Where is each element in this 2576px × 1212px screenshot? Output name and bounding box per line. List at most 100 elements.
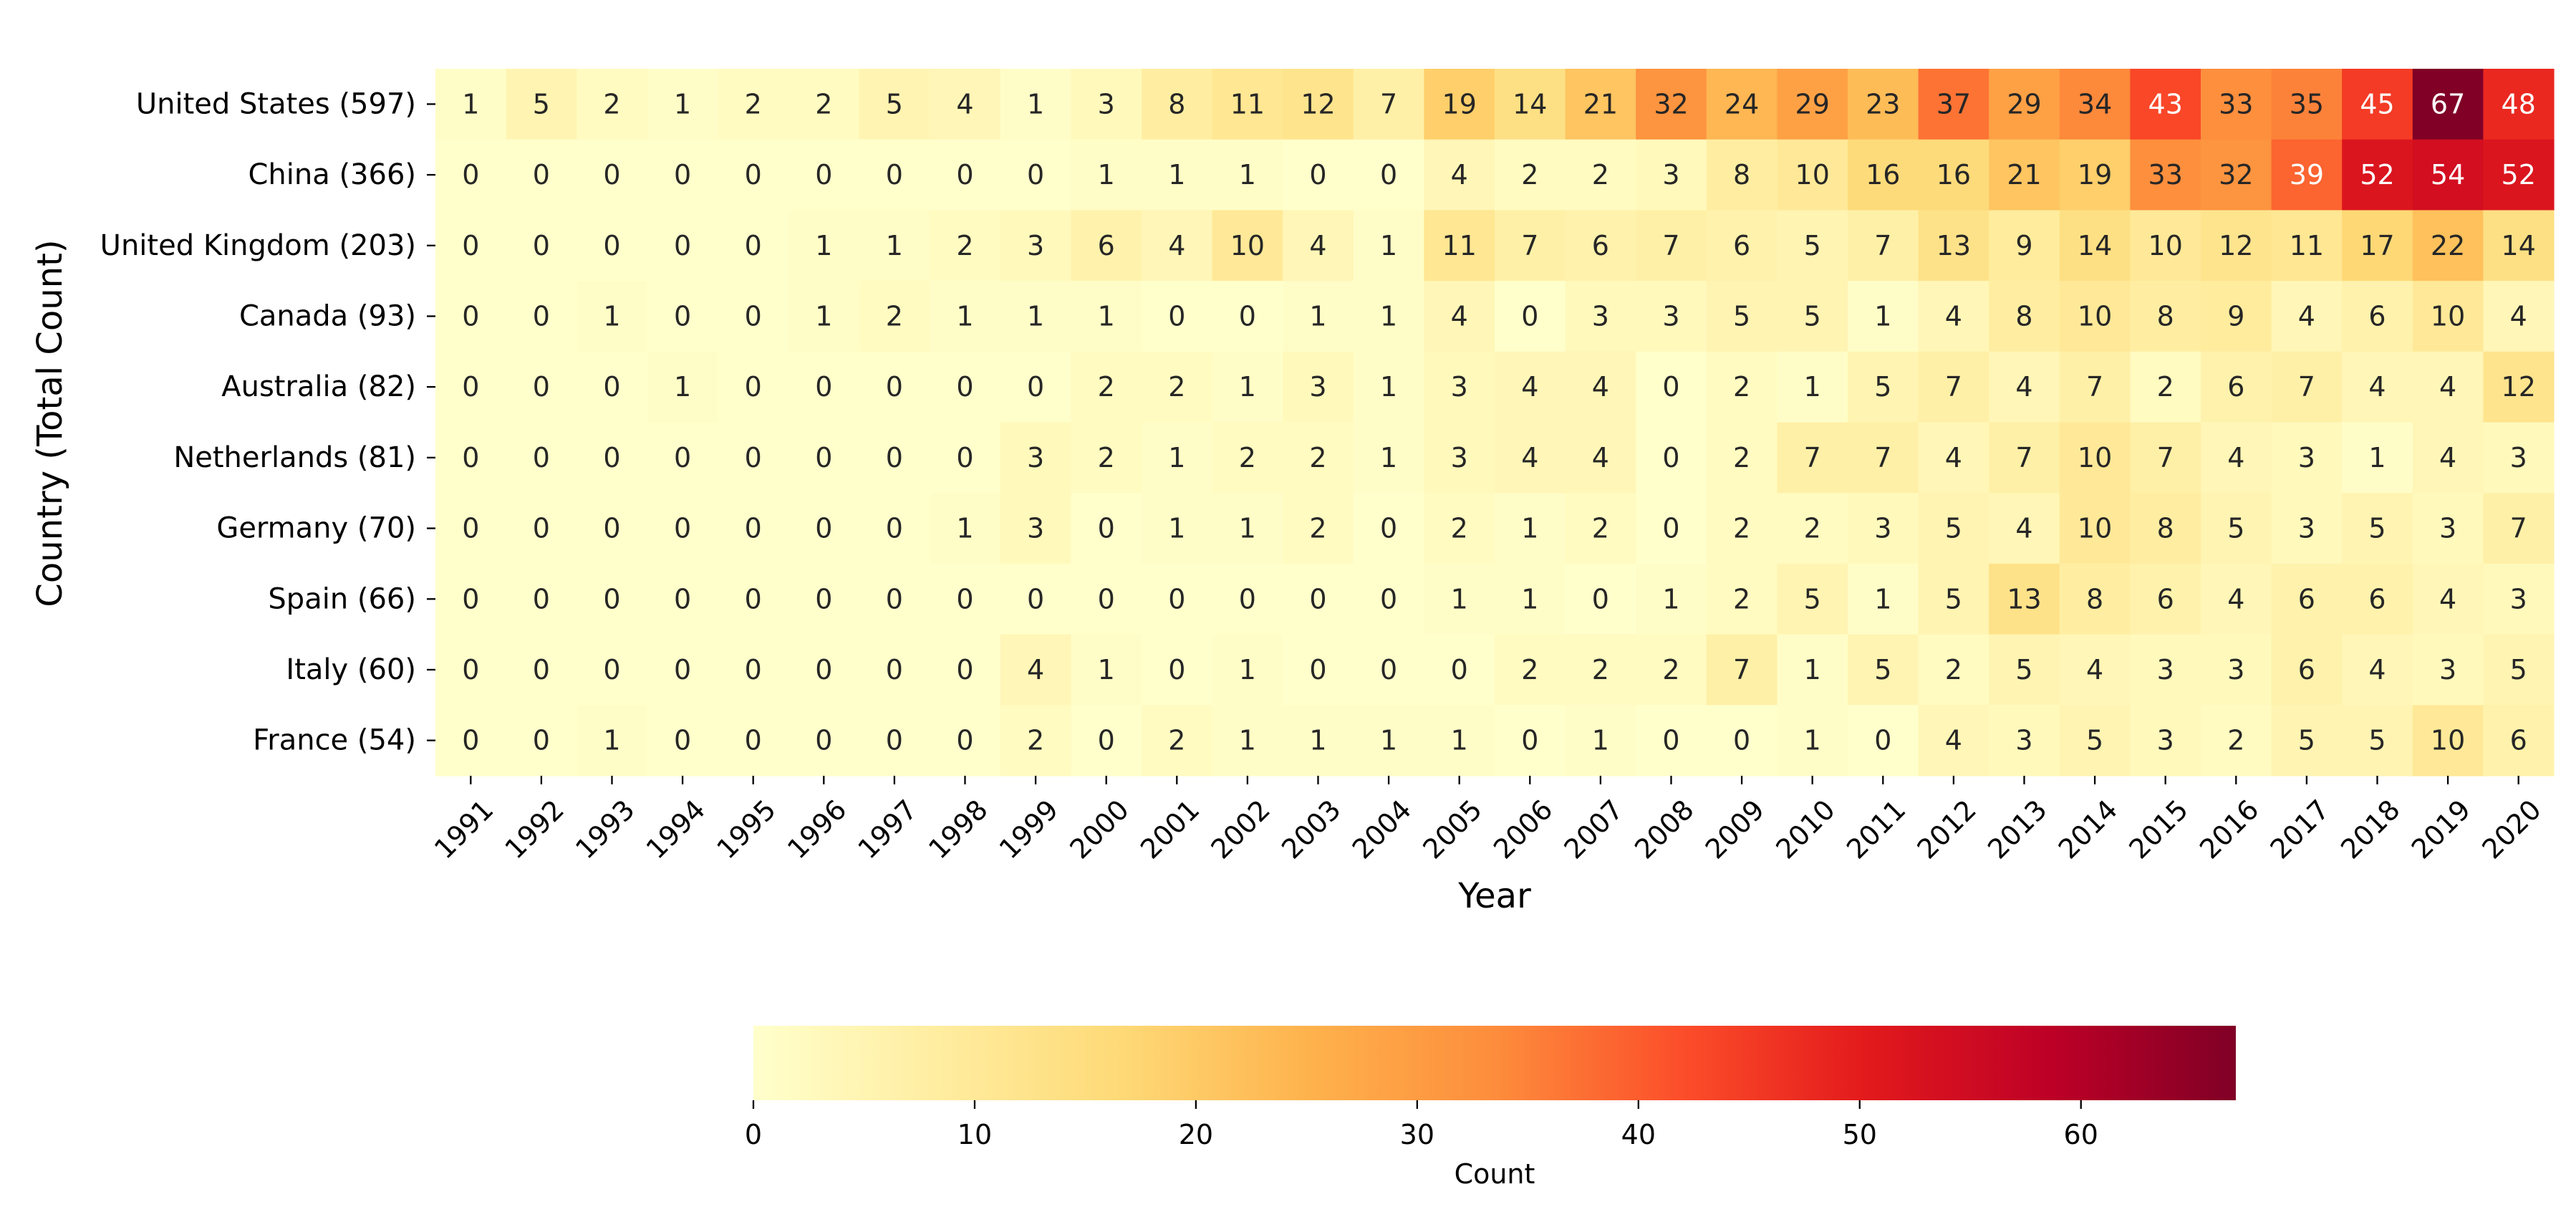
cell-value-label: 3	[1592, 300, 1609, 332]
heatmap-cell	[788, 281, 860, 352]
heatmap-cell	[1989, 139, 2060, 211]
cell-value-label: 1	[815, 230, 832, 261]
heatmap-cell	[1918, 634, 1989, 706]
heatmap-cell	[2201, 705, 2272, 776]
cell-value-label: 3	[2015, 725, 2032, 756]
cell-value-label: 8	[2157, 513, 2174, 544]
heatmap-cell	[1071, 705, 1142, 776]
heatmap-cell	[647, 563, 718, 635]
colorbar-ticks: 0 10 20 30 40 50 60	[745, 1100, 2098, 1150]
heatmap-cell	[1565, 281, 1636, 352]
cell-value-label: 10	[2148, 230, 2183, 261]
cell-value-label: 0	[886, 513, 903, 544]
heatmap-cell	[435, 210, 507, 282]
heatmap-cell	[718, 139, 789, 211]
x-tick-label: 2003	[1275, 794, 1347, 865]
heatmap-cell	[1636, 69, 1707, 140]
cell-value-label: 4	[1168, 230, 1185, 261]
heatmap-cell	[435, 139, 507, 211]
cell-value-label: 0	[1592, 583, 1609, 615]
heatmap-cell	[2342, 139, 2413, 211]
cell-value-label: 0	[956, 371, 973, 403]
cell-value-label: 4	[1521, 442, 1538, 473]
cell-value-label: 0	[533, 583, 550, 615]
heatmap-cell	[1918, 422, 1989, 494]
cell-value-label: 5	[1874, 654, 1891, 686]
cell-value-label: 0	[745, 230, 762, 261]
x-tick-label: 2008	[1629, 794, 1700, 865]
cell-value-label: 0	[1380, 654, 1397, 686]
cell-value-label: 1	[1098, 300, 1115, 332]
heatmap-cell	[718, 493, 789, 564]
heatmap-cell	[577, 563, 648, 635]
x-tick-label: 2010	[1770, 794, 1841, 865]
cell-value-label: 3	[2510, 442, 2527, 473]
x-tick-label: 2005	[1417, 794, 1488, 865]
heatmap-cell	[2271, 139, 2343, 211]
heatmap-cell	[1212, 493, 1283, 564]
y-tick-label: France (54)	[253, 724, 416, 757]
cell-value-label: 10	[2078, 442, 2112, 473]
cell-value-label: 0	[1662, 513, 1679, 544]
cell-value-label: 0	[462, 159, 479, 191]
cell-value-label: 3	[1027, 513, 1044, 544]
cell-value-label: 7	[1521, 230, 1538, 261]
cell-value-label: 0	[603, 654, 620, 686]
cell-value-label: 0	[1027, 159, 1044, 191]
y-tick-label: United States (597)	[136, 87, 416, 120]
cell-value-label: 0	[533, 230, 550, 261]
cell-value-label: 0	[533, 654, 550, 686]
heatmap-cell	[1283, 210, 1354, 282]
heatmap-cell	[1071, 634, 1142, 706]
heatmap-cell	[930, 493, 1001, 564]
heatmap-cell	[2271, 705, 2343, 776]
cell-value-label: 5	[886, 88, 903, 120]
heatmap-cell	[2201, 139, 2272, 211]
heatmap-cell	[1424, 139, 1495, 211]
heatmap-cell	[2271, 493, 2343, 564]
cell-value-label: 1	[1662, 583, 1679, 615]
heatmap-cell	[788, 210, 860, 282]
heatmap-cell	[2483, 139, 2555, 211]
colorbar-tick-label: 20	[1179, 1119, 1213, 1150]
cell-value-label: 1	[1239, 654, 1256, 686]
cell-value-label: 1	[1380, 725, 1397, 756]
heatmap-cell	[1706, 281, 1777, 352]
cell-value-label: 14	[2502, 230, 2536, 261]
y-tick-label: United Kingdom (203)	[100, 229, 416, 262]
x-tick-label: 2018	[2335, 794, 2406, 865]
cell-value-label: 4	[1945, 300, 1962, 332]
heatmap-cell	[2483, 351, 2555, 423]
cell-value-label: 0	[674, 513, 691, 544]
cell-value-label: 34	[2078, 88, 2112, 120]
cell-value-label: 0	[815, 371, 832, 403]
x-tick-label: 1998	[922, 794, 994, 865]
cell-value-label: 1	[1804, 654, 1821, 686]
heatmap-cell	[1495, 705, 1566, 776]
heatmap-cell	[2412, 281, 2484, 352]
cell-value-label: 0	[674, 583, 691, 615]
cell-value-label: 2	[603, 88, 620, 120]
heatmap-cell	[1071, 351, 1142, 423]
cell-value-label: 5	[1874, 371, 1891, 403]
cell-value-label: 0	[886, 654, 903, 686]
cell-value-label: 3	[1451, 371, 1468, 403]
heatmap-cell	[2412, 210, 2484, 282]
cell-value-label: 0	[674, 442, 691, 473]
cell-value-label: 0	[815, 159, 832, 191]
heatmap-cell	[1565, 210, 1636, 282]
cell-value-label: 32	[2219, 159, 2253, 191]
cell-value-label: 1	[1874, 300, 1891, 332]
heatmap-cell	[1495, 210, 1566, 282]
heatmap-cell	[1706, 210, 1777, 282]
heatmap-cell	[435, 634, 507, 706]
cell-value-label: 5	[2368, 513, 2386, 544]
cell-value-label: 2	[1733, 513, 1750, 544]
heatmap-cell	[577, 705, 648, 776]
cell-value-label: 4	[2439, 442, 2456, 473]
heatmap-cell	[435, 563, 507, 635]
heatmap-cell	[1848, 634, 1919, 706]
cell-value-label: 1	[674, 88, 691, 120]
cell-value-label: 0	[462, 513, 479, 544]
heatmap-cell	[718, 351, 789, 423]
